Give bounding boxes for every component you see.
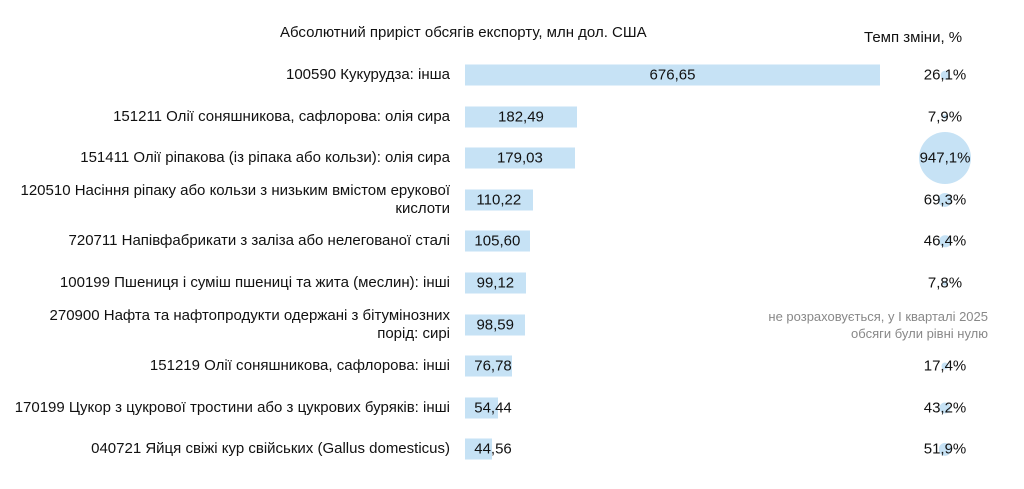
value-label: 99,12 xyxy=(476,274,515,292)
change-label: 43,2% xyxy=(923,399,967,417)
bar xyxy=(465,147,575,169)
bar xyxy=(465,314,526,336)
change-label: 46,4% xyxy=(923,232,967,250)
change-bubble xyxy=(941,362,949,370)
change-bubble xyxy=(939,402,951,414)
bar xyxy=(465,189,533,211)
bar xyxy=(465,438,493,460)
value-label: 54,44 xyxy=(474,399,512,417)
value-label: 98,59 xyxy=(476,316,514,334)
category-label: 170199 Цукор з цукрової тростини або з ц… xyxy=(14,398,450,416)
value-label: 105,60 xyxy=(474,232,521,250)
change-label: 69,3% xyxy=(923,191,967,209)
change-bubble xyxy=(939,235,951,248)
bar xyxy=(465,230,530,252)
change-bubble xyxy=(940,70,950,80)
bar-column-title: Абсолютний приріст обсягів експорту, млн… xyxy=(280,24,647,41)
bar xyxy=(465,106,577,128)
category-label: 040721 Яйця свіжі кур свійських (Gallus … xyxy=(91,440,450,458)
value-label: 182,49 xyxy=(498,108,544,126)
category-label: 151219 Олії соняшникова, сафлорова: інші xyxy=(149,357,450,375)
value-label: 179,03 xyxy=(496,149,543,167)
change-column-title: Темп зміни, % xyxy=(864,29,963,46)
change-bubble xyxy=(919,132,971,185)
change-bubble xyxy=(937,192,953,207)
change-label: 26,1% xyxy=(923,66,967,84)
change-bubble xyxy=(942,114,948,119)
change-label: 17,4% xyxy=(923,357,967,375)
bar xyxy=(465,64,880,86)
change-label: 7,8% xyxy=(927,274,963,292)
category-label: 151211 Олії соняшникова, сафлорова: олія… xyxy=(113,107,450,125)
change-label: 51,9% xyxy=(923,440,967,458)
value-label: 110,22 xyxy=(476,191,522,209)
change-bubble xyxy=(942,280,948,286)
change-bubble xyxy=(938,443,952,456)
bar xyxy=(465,272,526,294)
bar xyxy=(465,397,499,419)
value-label: 44,56 xyxy=(474,440,512,458)
change-label: 7,9% xyxy=(927,108,963,126)
category-label: 100590 Кукурудза: інша xyxy=(286,66,450,83)
category-label: 720711 Напівфабрикати з заліза або нелег… xyxy=(68,232,450,250)
category-label: 120510 Насіння ріпаку або кользи з низьк… xyxy=(20,181,451,217)
category-label: 100199 Пшениця і суміш пшениці та жита (… xyxy=(59,274,450,291)
value-label: 676,65 xyxy=(649,66,696,84)
category-label: 151411 Олії ріпакова (із ріпака або коль… xyxy=(80,149,450,167)
change-label: 947,1% xyxy=(919,149,971,167)
category-label: 270900 Нафта та нафтопродукти одержані з… xyxy=(49,306,450,342)
value-label: 76,78 xyxy=(474,357,512,375)
change-note: не розраховується, у І кварталі 2025 обс… xyxy=(768,308,988,341)
bar xyxy=(465,355,513,377)
